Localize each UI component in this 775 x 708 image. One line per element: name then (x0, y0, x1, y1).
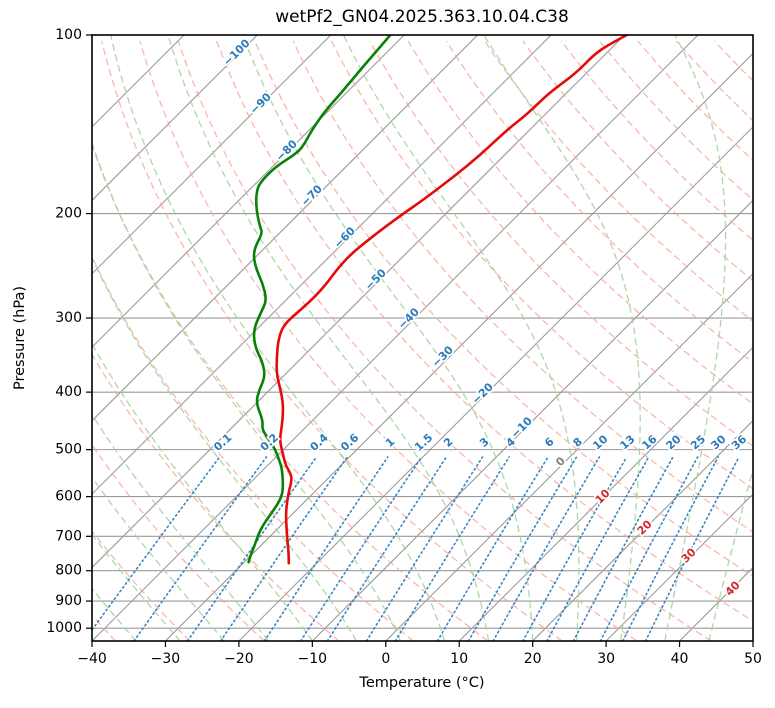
x-tick-label: −40 (77, 651, 107, 667)
y-tick-label: 1000 (46, 620, 82, 636)
y-tick-label: 500 (55, 442, 82, 458)
isotherm-label: −60 (331, 224, 358, 251)
isotherm-label: −100 (221, 36, 253, 68)
x-tick-label: −20 (224, 651, 254, 667)
isobar-lines (92, 213, 753, 629)
y-tick-label: 100 (55, 27, 82, 43)
isotherm-label: −30 (429, 343, 456, 370)
y-tick-label: 600 (55, 489, 82, 505)
y-tick-label: 400 (55, 384, 82, 400)
mixing-ratio-labels: 0.1 0.2 0.4 0.6 1 1.5 2 3 4 6 8 10 13 16 20 25 30 36 (209, 429, 751, 455)
mixing-ratio-label: 3 (477, 435, 491, 450)
x-tick-label: 40 (671, 651, 689, 667)
isotherm-label: −10 (508, 414, 535, 441)
isotherm-label: −90 (247, 90, 274, 117)
isotherm-label: 10 (593, 486, 613, 506)
mixing-ratio-label: 0.4 (308, 431, 331, 454)
isotherm-label: −20 (469, 380, 496, 407)
mixing-ratio-label: 1.5 (412, 431, 435, 454)
y-tick-label: 300 (55, 310, 82, 326)
mixing-ratio-label: 0.6 (338, 431, 361, 454)
mixing-ratio-lines (92, 456, 740, 641)
moist-adiabat-lines (92, 35, 753, 641)
y-tick-label: 200 (55, 206, 82, 222)
mixing-ratio-label: 6 (542, 435, 557, 450)
dry-adiabat-lines (92, 40, 753, 641)
isotherm-label: −70 (298, 182, 325, 209)
y-tick-label: 900 (55, 593, 82, 609)
x-tick-label: 0 (381, 651, 390, 667)
mixing-ratio-label: 2 (441, 435, 455, 450)
chart-title: wetPf2_GN04.2025.363.10.04.C38 (275, 7, 569, 27)
mixing-ratio-label: 8 (571, 435, 585, 450)
isotherm-lines (92, 35, 753, 641)
x-axis-label: Temperature (°C) (359, 675, 485, 691)
x-tick-label: 50 (744, 651, 762, 667)
x-tick-label: 10 (450, 651, 468, 667)
y-tick-label: 800 (55, 563, 82, 579)
y-tick-label: 700 (55, 528, 82, 544)
isotherm-label: −50 (362, 266, 389, 293)
y-axis-label: Pressure (hPa) (12, 285, 28, 391)
x-tick-label: 30 (597, 651, 615, 667)
x-tick-label: −30 (151, 651, 181, 667)
mixing-ratio-label: 0.2 (258, 431, 281, 454)
x-tick-label: −10 (298, 651, 328, 667)
x-tick-label: 20 (524, 651, 542, 667)
temperature-curve (275, 35, 629, 565)
dewpoint-curve (247, 35, 392, 564)
mixing-ratio-label: 0.1 (211, 431, 234, 454)
isotherm-label: 30 (679, 545, 699, 565)
sounding-curves (247, 35, 629, 565)
